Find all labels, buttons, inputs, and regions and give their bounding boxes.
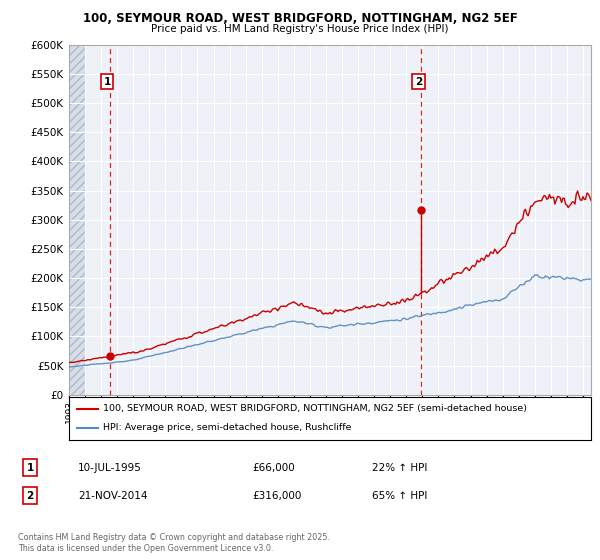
Bar	[69, 45, 85, 395]
Text: Price paid vs. HM Land Registry's House Price Index (HPI): Price paid vs. HM Land Registry's House …	[151, 24, 449, 34]
Text: 100, SEYMOUR ROAD, WEST BRIDGFORD, NOTTINGHAM, NG2 5EF: 100, SEYMOUR ROAD, WEST BRIDGFORD, NOTTI…	[83, 12, 517, 25]
Text: 1: 1	[104, 77, 111, 87]
Text: 22% ↑ HPI: 22% ↑ HPI	[372, 463, 427, 473]
Text: Contains HM Land Registry data © Crown copyright and database right 2025.
This d: Contains HM Land Registry data © Crown c…	[18, 533, 330, 553]
Text: £66,000: £66,000	[252, 463, 295, 473]
Text: 2: 2	[415, 77, 422, 87]
Text: 1: 1	[26, 463, 34, 473]
Text: 21-NOV-2014: 21-NOV-2014	[78, 491, 148, 501]
Text: 10-JUL-1995: 10-JUL-1995	[78, 463, 142, 473]
Text: 2: 2	[26, 491, 34, 501]
Text: HPI: Average price, semi-detached house, Rushcliffe: HPI: Average price, semi-detached house,…	[103, 423, 352, 432]
Text: £316,000: £316,000	[252, 491, 301, 501]
Bar	[69, 45, 85, 395]
Text: 100, SEYMOUR ROAD, WEST BRIDGFORD, NOTTINGHAM, NG2 5EF (semi-detached house): 100, SEYMOUR ROAD, WEST BRIDGFORD, NOTTI…	[103, 404, 527, 413]
Text: 65% ↑ HPI: 65% ↑ HPI	[372, 491, 427, 501]
